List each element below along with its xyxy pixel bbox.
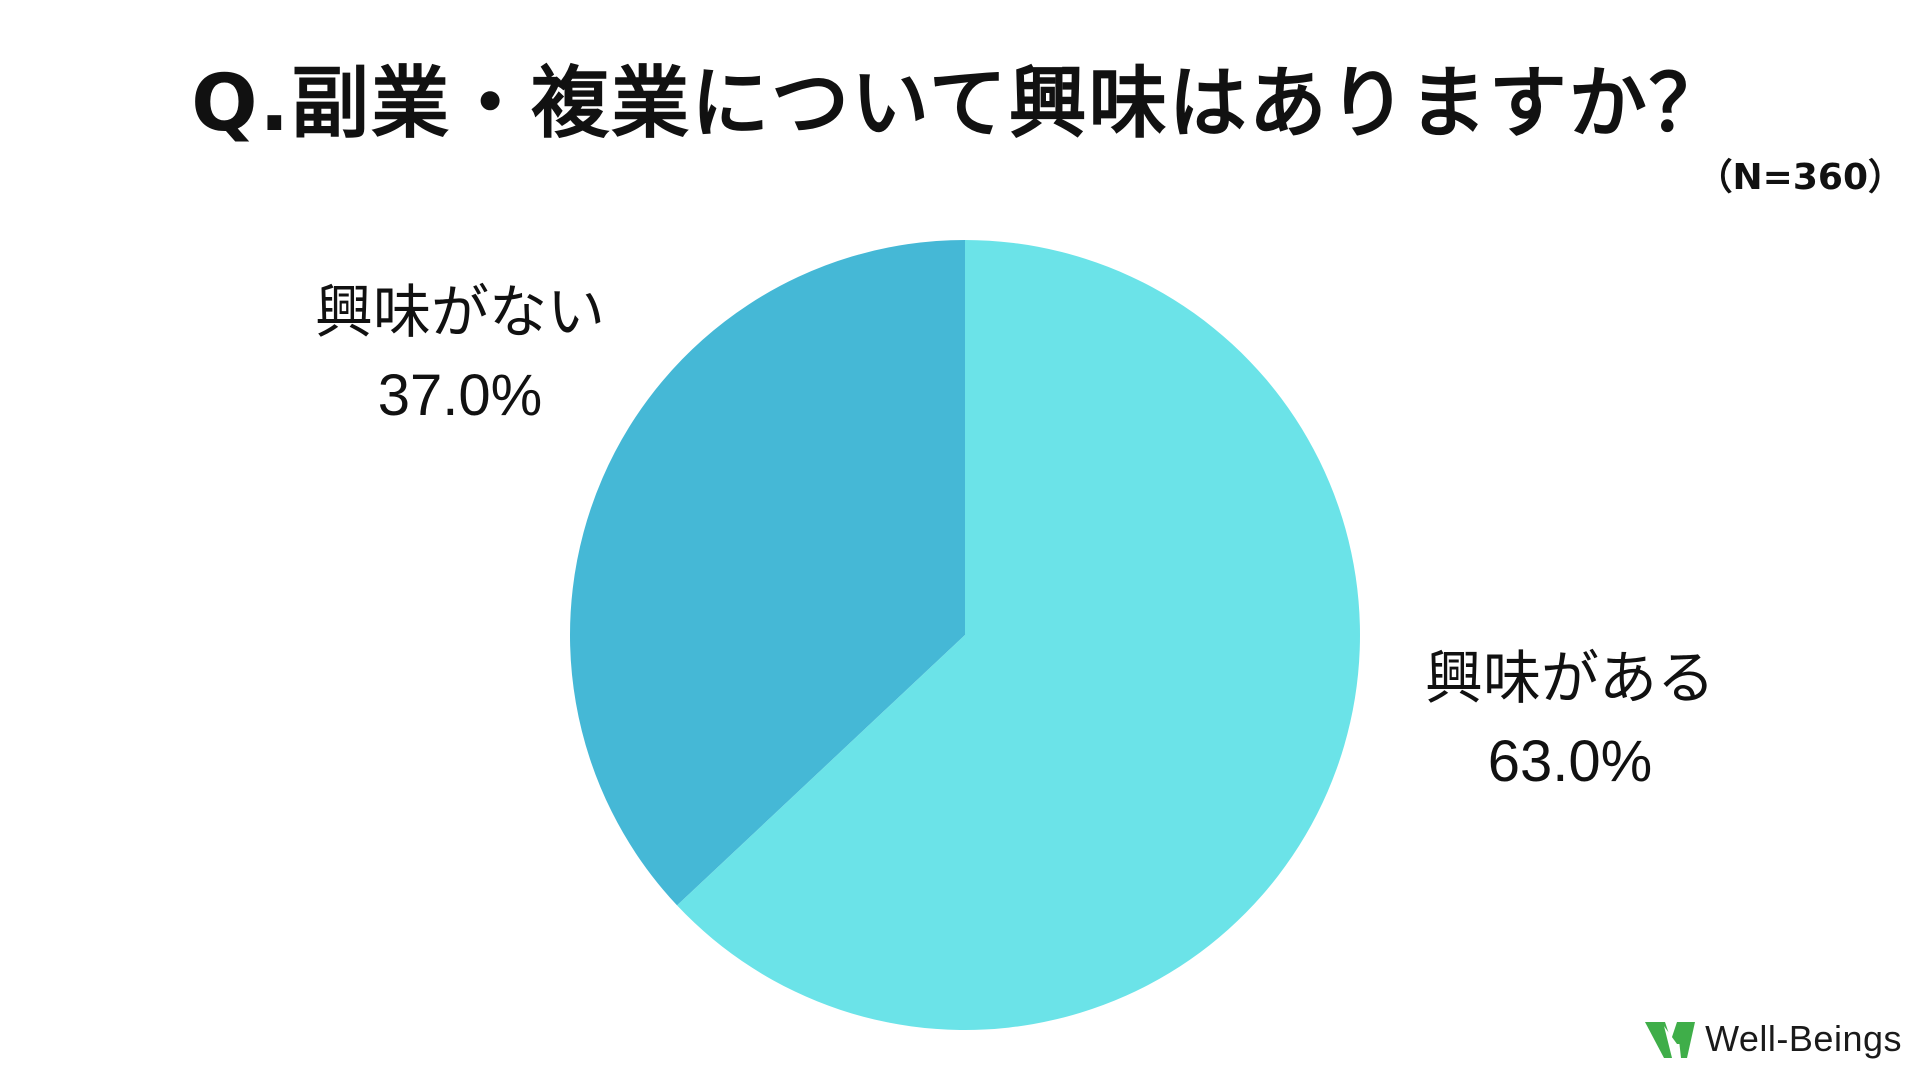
slice-name-no-interest: 興味がない <box>314 278 605 346</box>
pie-slice-interested <box>677 240 1360 1030</box>
slice-value-interested: 63.0% <box>1487 729 1653 795</box>
brand-name: Well-Beings <box>1705 1018 1902 1059</box>
slice-label-interested: 興味がある 63.0% <box>1370 636 1770 804</box>
well-beings-logo-icon <box>1645 1022 1696 1058</box>
slice-label-no-interest: 興味がない 37.0% <box>260 270 660 438</box>
slice-name-interested: 興味がある <box>1424 644 1715 712</box>
brand-logo: Well-Beings <box>1643 1018 1902 1060</box>
sample-size-label: （N=360） <box>1696 157 1904 198</box>
chart-title: Q.副業・複業について興味はありますか？ <box>191 59 1729 149</box>
slice-value-no-interest: 37.0% <box>377 363 543 429</box>
pie-slice-no-interest <box>569 240 965 906</box>
